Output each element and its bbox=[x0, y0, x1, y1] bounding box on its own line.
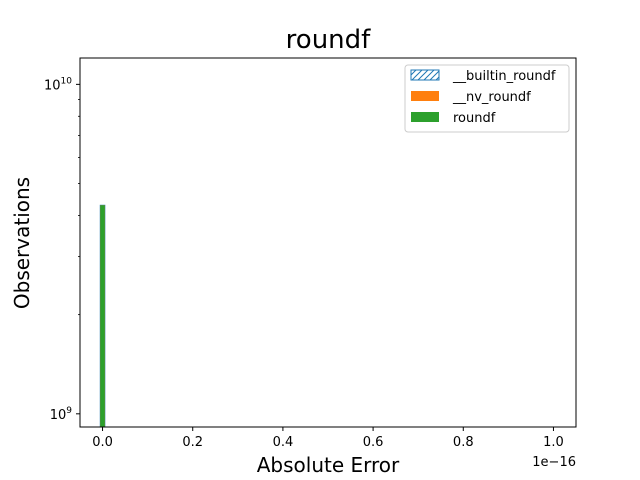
x-tick-label-0: 0.0 bbox=[92, 435, 113, 450]
x-tick-label-2: 0.4 bbox=[273, 435, 294, 450]
bars-layer bbox=[99, 204, 106, 428]
chart-title: roundf bbox=[286, 25, 371, 55]
y-axis-ticks: 109 1010 bbox=[44, 76, 80, 423]
legend-box bbox=[404, 64, 570, 133]
legend-label-1: __nv_roundf bbox=[452, 90, 531, 105]
legend-swatch-0 bbox=[410, 69, 440, 81]
x-tick-label-1: 0.2 bbox=[182, 435, 203, 450]
legend-swatch-2 bbox=[411, 112, 439, 122]
plot-frame bbox=[79, 57, 577, 428]
x-axis-label: Absolute Error bbox=[257, 453, 400, 477]
x-offset-label: 1e−16 bbox=[532, 455, 576, 470]
x-tick-label-5: 1.0 bbox=[543, 435, 564, 450]
y-tick-label-1: 1010 bbox=[44, 76, 72, 93]
y-tick-label-0: 109 bbox=[50, 406, 73, 423]
y-axis-label: Observations bbox=[10, 177, 34, 309]
legend-label-2: roundf bbox=[453, 111, 496, 126]
legend-swatch-1 bbox=[411, 91, 439, 101]
x-axis-ticks: 0.0 0.2 0.4 0.6 0.8 1.0 bbox=[92, 427, 564, 450]
bar-roundf-0 bbox=[100, 205, 105, 427]
legend-label-0: __builtin_roundf bbox=[452, 69, 556, 84]
x-tick-label-3: 0.6 bbox=[363, 435, 384, 450]
x-tick-label-4: 0.8 bbox=[453, 435, 474, 450]
